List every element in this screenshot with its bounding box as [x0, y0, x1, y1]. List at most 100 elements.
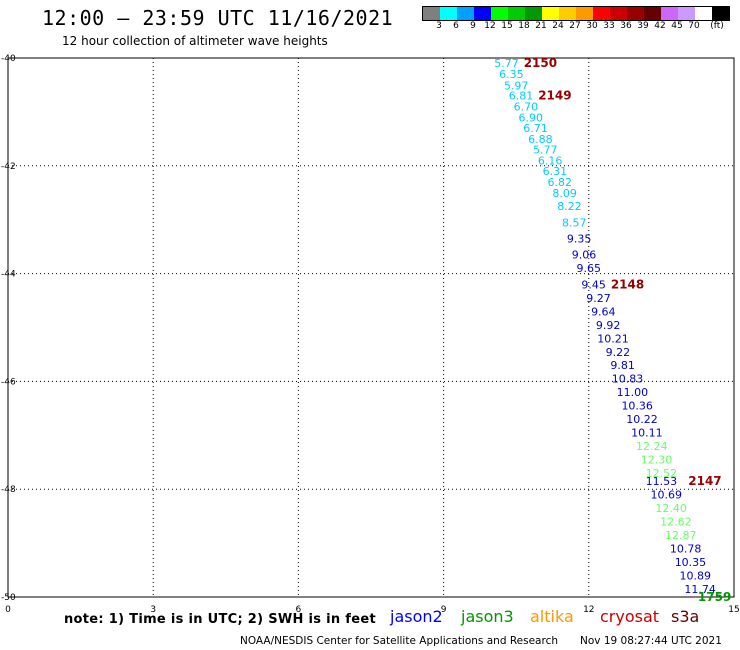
legend-entry-cryosat: cryosat: [600, 607, 660, 626]
legend-entry-altika: altika: [530, 607, 574, 626]
y-tick-label: -40: [1, 54, 16, 64]
data-label: 9.45: [581, 278, 606, 291]
colorbar-label: (ft): [710, 21, 724, 31]
data-label: 9.81: [610, 359, 635, 372]
data-label: 9.64: [591, 305, 616, 318]
data-label: 9.35: [567, 233, 592, 246]
y-tick-label: -48: [1, 485, 16, 495]
data-label: 9.22: [606, 346, 631, 359]
data-label: 10.11: [631, 427, 663, 440]
colorbar-label: 27: [569, 21, 581, 31]
data-label: 10.35: [675, 556, 707, 569]
colorbar-label: 9: [470, 21, 476, 31]
colorbar-label: 42: [654, 21, 666, 31]
data-label: 6.31: [543, 165, 568, 178]
data-label: 10.36: [621, 400, 653, 413]
colorbar-label: 12: [484, 21, 496, 31]
colorbar-label: 21: [535, 21, 547, 31]
data-label: 5.77: [494, 57, 519, 70]
colorbar-label: 24: [552, 21, 564, 31]
data-label: 10.22: [626, 413, 658, 426]
colorbar-swatch: [491, 7, 508, 20]
data-label: 12.87: [665, 529, 697, 542]
pass-number-label: 2148: [611, 277, 644, 291]
data-label: 6.16: [538, 154, 563, 167]
data-label: 9.92: [596, 319, 621, 332]
data-label: 10.21: [597, 332, 629, 345]
colorbar-swatch: [644, 7, 661, 20]
pass-number-label: 1759: [698, 590, 731, 604]
colorbar-swatch: [678, 7, 695, 20]
footer-note: note: 1) Time is in UTC; 2) SWH is in fe…: [64, 612, 376, 627]
colorbar-swatch: [508, 7, 525, 20]
colorbar-swatch: [457, 7, 474, 20]
data-label: 8.09: [552, 187, 577, 200]
data-label: 9.06: [572, 249, 597, 262]
x-tick-label: 12: [583, 605, 594, 615]
colorbar-label: 45: [671, 21, 683, 31]
data-label: 10.78: [670, 542, 702, 555]
colorbar-swatch: [695, 7, 712, 20]
colorbar-label: 18: [518, 21, 530, 31]
data-label: 10.89: [680, 569, 712, 582]
data-label: 10.83: [612, 373, 644, 386]
data-label: 10.69: [650, 489, 682, 502]
y-tick-label: -50: [1, 593, 16, 603]
colorbar-label: 36: [620, 21, 632, 31]
data-label: 9.27: [586, 292, 611, 305]
data-label: 11.53: [646, 475, 678, 488]
y-tick-label: -46: [1, 377, 16, 387]
data-label: 6.81: [509, 90, 534, 103]
plot-frame: [7, 57, 735, 598]
x-tick-label: 9: [441, 605, 447, 615]
data-label: 11.00: [617, 386, 649, 399]
chart-title: 12:00 — 23:59 UTC 11/16/2021: [42, 6, 394, 30]
data-label: 6.71: [523, 122, 548, 135]
data-label: 8.22: [557, 200, 582, 213]
colorbar-label: 39: [637, 21, 649, 31]
colorbar-swatch: [542, 7, 559, 20]
colorbar-label: 30: [586, 21, 598, 31]
colorbar-swatch: [440, 7, 457, 20]
data-label: 9.65: [577, 262, 602, 275]
x-tick-label: 0: [5, 605, 11, 615]
y-tick-label: -44: [1, 270, 16, 280]
colorbar-swatch: [559, 7, 576, 20]
colorbar-swatch: [712, 7, 729, 20]
legend-entry-jason3: jason3: [461, 607, 514, 626]
data-label: 5.77: [533, 144, 558, 157]
x-tick-label: 15: [728, 605, 739, 615]
timestamp: Nov 19 08:27:44 UTC 2021: [580, 635, 722, 647]
data-label: 11.74: [684, 583, 716, 596]
colorbar-label: 33: [603, 21, 615, 31]
data-label: 6.90: [518, 111, 543, 124]
colorbar: [422, 6, 730, 21]
x-tick-label: 3: [150, 605, 156, 615]
colorbar-swatch: [610, 7, 627, 20]
colorbar-label: 70: [688, 21, 700, 31]
data-label: 8.57: [562, 216, 587, 229]
data-label: 12.24: [636, 440, 668, 453]
data-label: 6.35: [499, 68, 524, 81]
data-label: 12.30: [641, 454, 673, 467]
colorbar-swatch: [525, 7, 542, 20]
data-label: 12.62: [660, 516, 692, 529]
legend-entry-s3a: s3a: [671, 607, 700, 626]
colorbar-swatch: [576, 7, 593, 20]
colorbar-label: 6: [453, 21, 459, 31]
chart-subtitle: 12 hour collection of altimeter wave hei…: [62, 34, 328, 48]
data-label: 6.82: [548, 176, 573, 189]
data-label: 12.40: [655, 502, 687, 515]
colorbar-swatch: [423, 7, 440, 20]
colorbar-label: 3: [436, 21, 442, 31]
data-label: 12.52: [646, 467, 678, 480]
colorbar-label: 15: [501, 21, 513, 31]
pass-number-label: 2150: [524, 56, 557, 70]
colorbar-swatch: [474, 7, 491, 20]
data-label: 6.88: [528, 133, 553, 146]
colorbar-swatch: [627, 7, 644, 20]
pass-number-label: 2149: [538, 89, 571, 103]
data-label: 6.70: [514, 101, 539, 114]
credit-text: NOAA/NESDIS Center for Satellite Applica…: [240, 635, 558, 647]
